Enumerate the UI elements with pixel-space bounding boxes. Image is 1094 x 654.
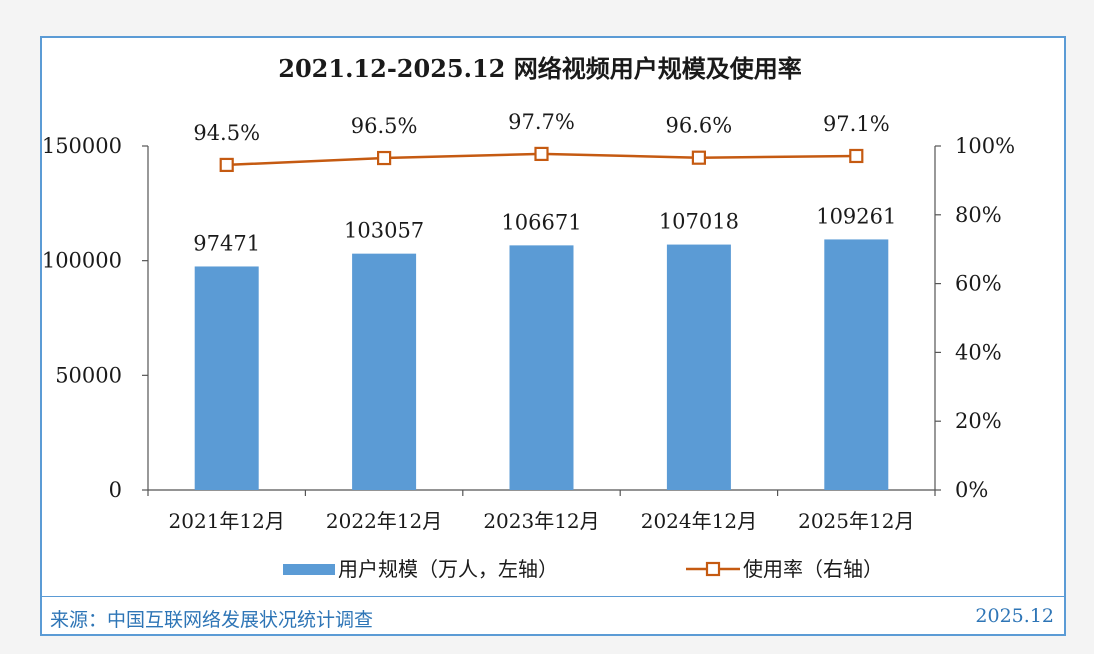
line-series: 94.5% 96.5% 97.7% 96.6% 97.1%	[193, 110, 890, 173]
x-tick-label: 2022年12月	[326, 509, 442, 533]
y-left-tick-label: 0	[109, 478, 122, 502]
x-tick-label: 2025年12月	[798, 509, 914, 533]
bar-data-label: 107018	[659, 210, 739, 234]
legend: 用户规模（万人，左轴） 使用率（右轴）	[283, 557, 883, 581]
legend-line-marker	[705, 561, 721, 577]
y-left-tick-label: 100000	[42, 249, 122, 273]
y-right-tick-label: 60%	[955, 272, 1002, 296]
footer-date: 2025.12	[975, 605, 1054, 627]
x-tick-label: 2021年12月	[169, 509, 285, 533]
line-point	[377, 150, 392, 166]
y-right-tick-label: 100%	[955, 134, 1015, 158]
source-text: 来源：中国互联网络发展状况统计调查	[50, 609, 374, 631]
bar	[352, 253, 417, 490]
y-right-tick-label: 80%	[955, 203, 1002, 227]
bar	[509, 245, 574, 490]
line-point	[219, 157, 234, 173]
source-footer: 来源：中国互联网络发展状况统计调查 2025.12	[40, 596, 1066, 636]
line-data-label: 96.5%	[351, 114, 418, 138]
y-left-tick-label: 150000	[42, 134, 122, 158]
legend-bar-label: 用户规模（万人，左轴）	[338, 557, 558, 581]
line-point	[849, 148, 864, 164]
bar	[666, 244, 731, 490]
y-right-tick-label: 20%	[955, 409, 1002, 433]
line-data-label: 94.5%	[193, 121, 260, 145]
bar-data-label: 106671	[501, 210, 581, 234]
bar	[824, 239, 889, 490]
line-point	[534, 146, 549, 162]
y-right-tick-label: 40%	[955, 340, 1002, 364]
legend-bar-swatch	[283, 564, 335, 575]
axes: 0 50000 100000 150000 0% 20% 40% 60% 80% 100% 2021…	[42, 134, 1015, 533]
line-data-label: 97.1%	[823, 112, 890, 136]
bar-data-label: 103057	[344, 219, 424, 243]
bar-series: 97471 103057 106671 107018 109261	[193, 204, 896, 490]
legend-line-label: 使用率（右轴）	[743, 557, 883, 581]
bar-data-label: 97471	[193, 231, 260, 255]
x-tick-label: 2024年12月	[641, 509, 757, 533]
y-left-tick-label: 50000	[55, 363, 122, 387]
line-data-label: 97.7%	[508, 110, 575, 134]
bar-data-label: 109261	[816, 204, 896, 228]
y-right-tick-label: 0%	[955, 478, 988, 502]
x-tick-label: 2023年12月	[483, 509, 599, 533]
line-point	[691, 150, 707, 165]
chart-title: 2021.12-2025.12 网络视频用户规模及使用率	[278, 54, 801, 83]
bar	[194, 266, 259, 490]
line-data-label: 96.6%	[666, 114, 733, 138]
